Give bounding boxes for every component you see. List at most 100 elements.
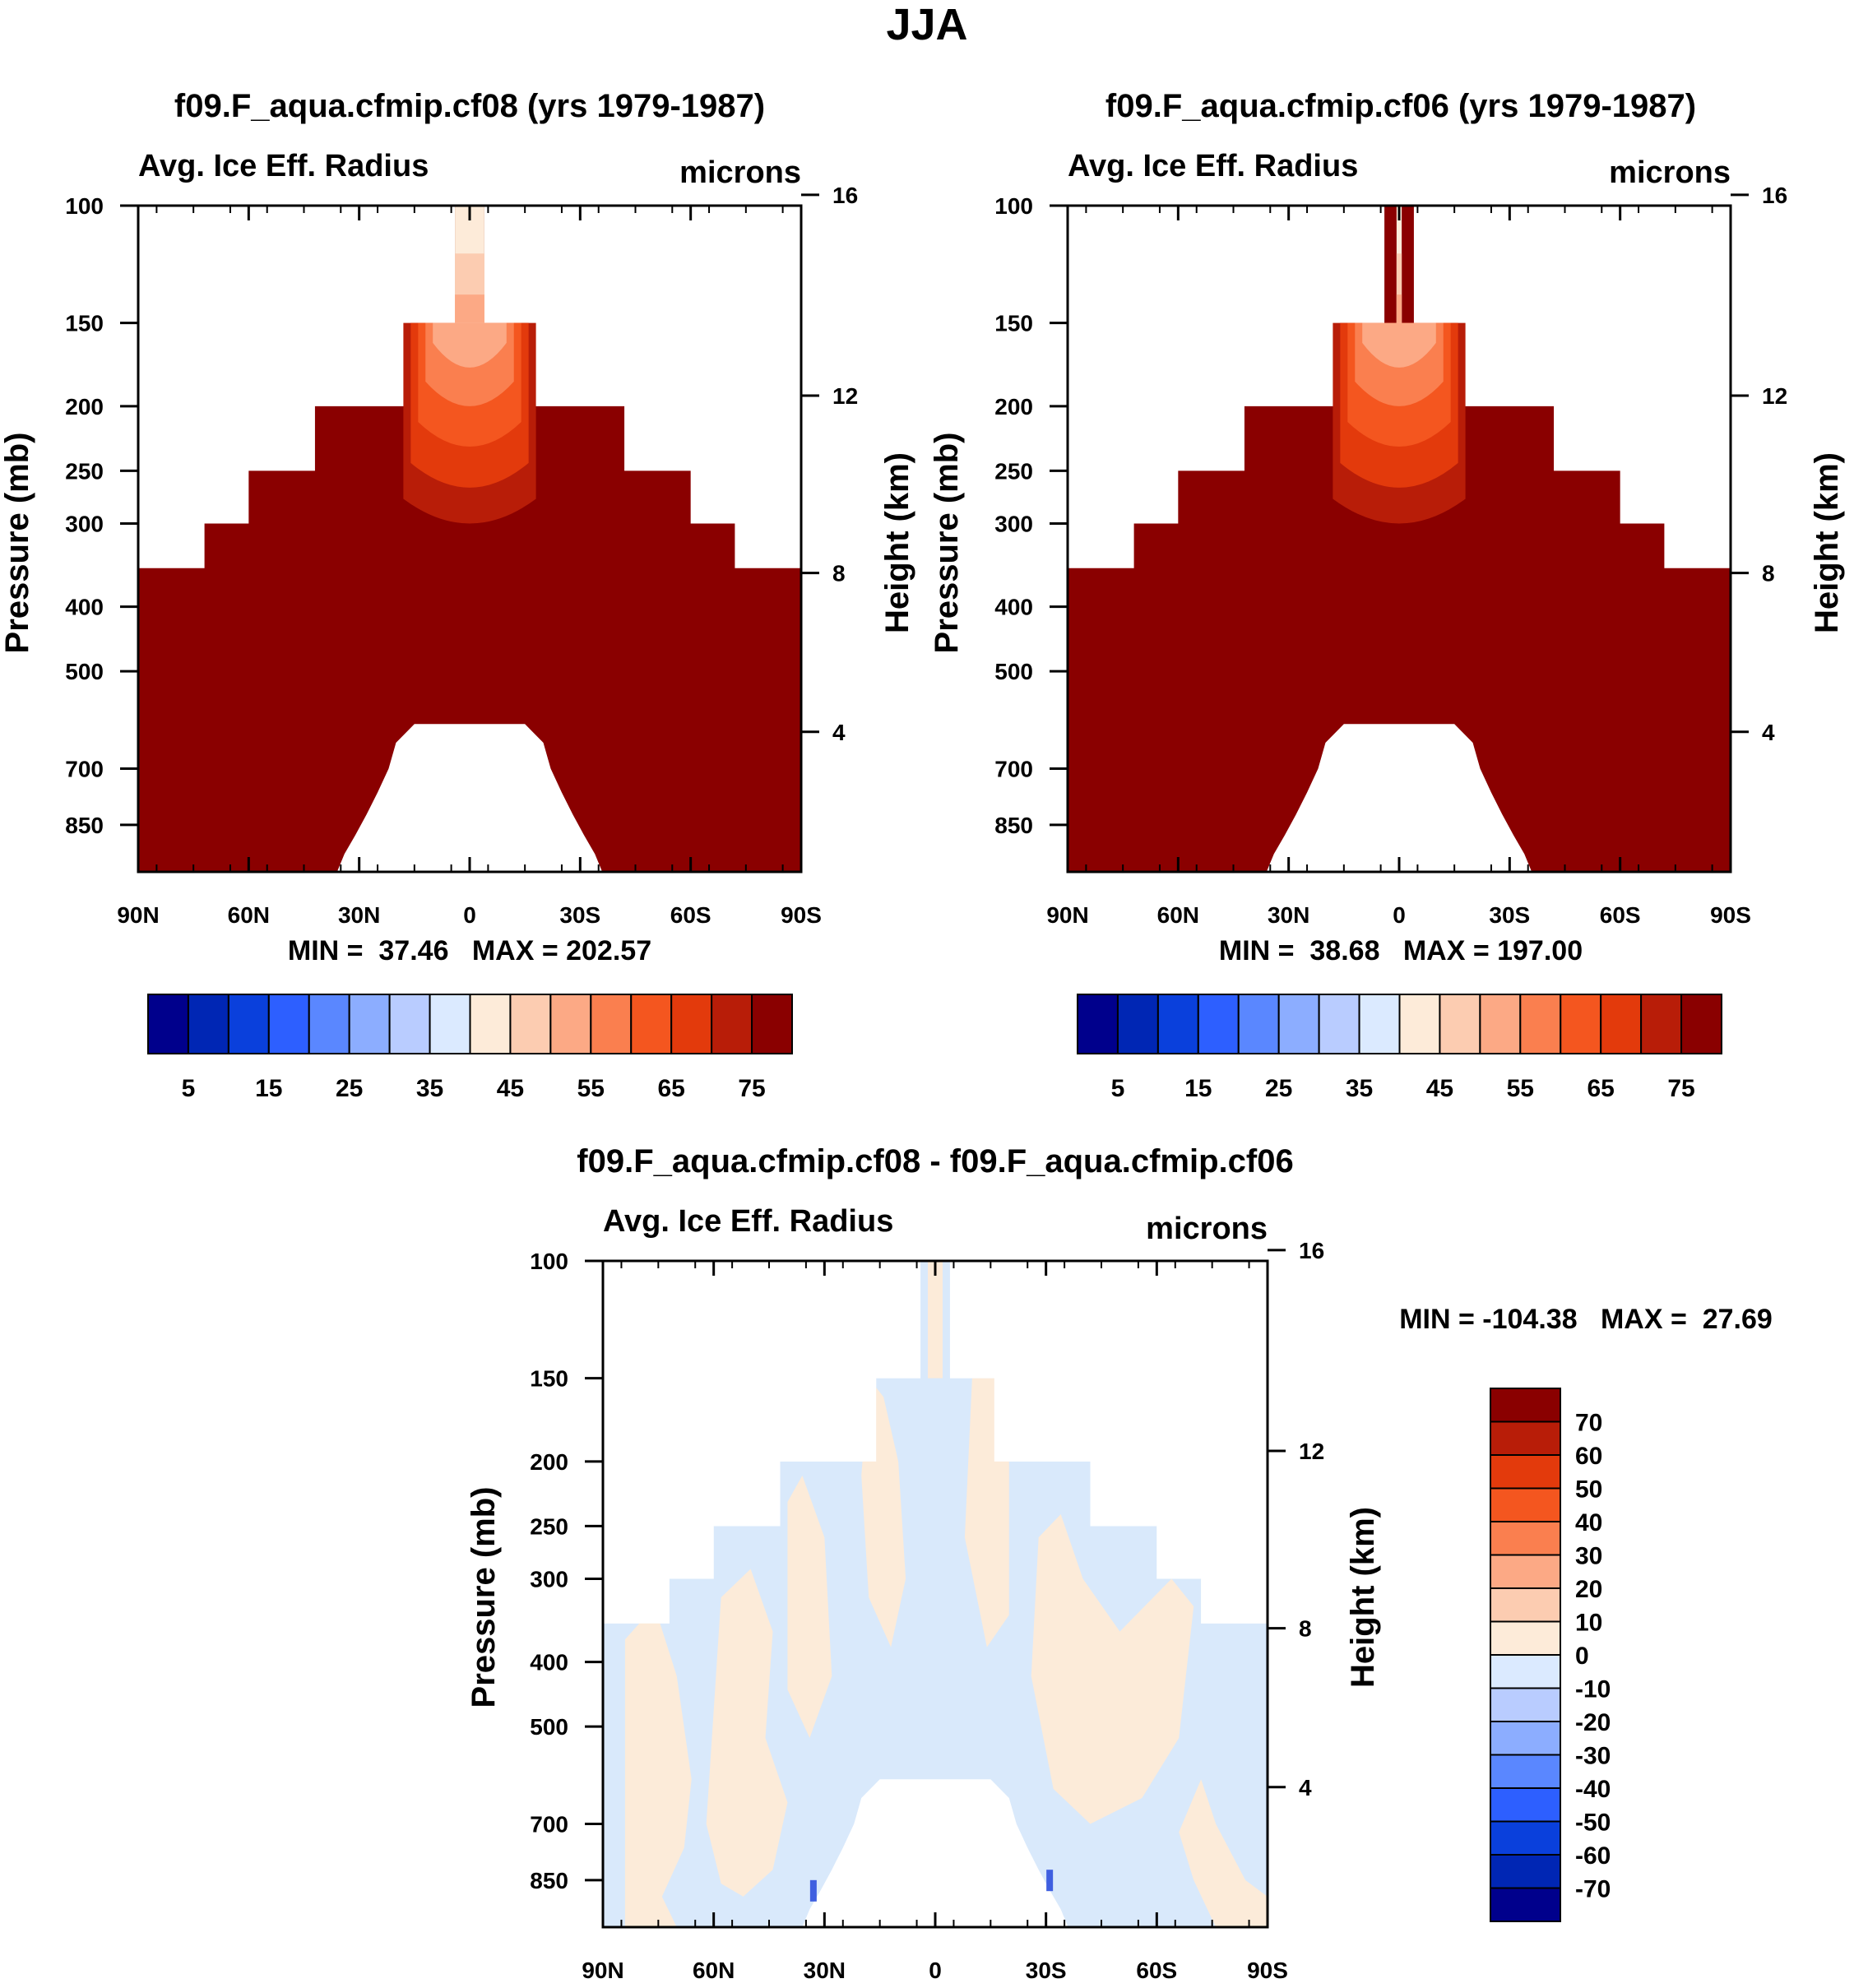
colorbar-label: 35 (1346, 1075, 1373, 1102)
colorbar-label: -40 (1575, 1776, 1611, 1803)
colorbar-swatch (630, 994, 673, 1054)
contour-band (1362, 322, 1436, 368)
y-tick-label: 300 (994, 511, 1033, 536)
x-tick-label: 0 (929, 1958, 942, 1983)
panel-cf06: f09.F_aqua.cfmip.cf06 (yrs 1979-1987) Av… (929, 88, 1845, 1102)
colorbar-swatch (187, 994, 229, 1054)
contour-field (603, 1261, 1268, 1927)
colorbar-label: 55 (1507, 1075, 1534, 1102)
missing-data-region (1266, 724, 1532, 872)
contour-region-positive (787, 1475, 832, 1738)
contour-region-positive (706, 1569, 788, 1897)
y2-tick-label: 12 (1762, 383, 1787, 409)
y-axis-title: Pressure (mb) (0, 433, 35, 654)
y-tick-label: 150 (530, 1366, 568, 1392)
units-label: microns (1609, 155, 1731, 190)
colorbar-swatch (1519, 994, 1562, 1054)
y-tick-label: 200 (994, 394, 1033, 419)
x-tick-label: 60S (1136, 1958, 1177, 1983)
y-tick-label: 150 (994, 311, 1033, 336)
colorbar-swatch (1116, 994, 1159, 1054)
y2-tick-label: 16 (1299, 1238, 1324, 1263)
colorbar: 5 15 25 35 45 55 65 75 (1077, 994, 1722, 1102)
colorbar: 5 15 25 35 45 55 65 75 (147, 994, 793, 1102)
colorbar-swatch (1318, 994, 1360, 1054)
colorbar-swatch (227, 994, 270, 1054)
colorbar-swatch (1197, 994, 1240, 1054)
y-tick-label: 200 (530, 1449, 568, 1475)
x-tick-label: 30N (804, 1958, 846, 1983)
y2-axis-title: Height (km) (879, 452, 915, 633)
contour-speck (1046, 1870, 1054, 1892)
x-tick-label: 30N (338, 902, 380, 928)
y-tick-label: 500 (65, 659, 104, 684)
colorbar-swatch (1490, 1820, 1561, 1856)
colorbar-swatch (429, 994, 471, 1054)
contour-region-positive (1179, 1779, 1268, 1927)
y-tick-label: 100 (994, 193, 1033, 219)
colorbar-swatch (1490, 1887, 1561, 1922)
x-tick-label: 90S (781, 902, 822, 928)
x-tick-label: 30N (1268, 902, 1309, 928)
colorbar: 70 60 50 40 30 20 10 0 -10 -20 -30 -40 -50 -60 -70 (1490, 1388, 1611, 1922)
units-label: microns (679, 155, 801, 190)
y-tick-label: 850 (65, 813, 104, 838)
colorbar-label: 20 (1575, 1576, 1602, 1603)
colorbar-swatch (1600, 994, 1643, 1054)
contour-region-positive (624, 1606, 692, 1927)
colorbar-label: 15 (1184, 1075, 1212, 1102)
colorbar-label: 30 (1575, 1543, 1602, 1570)
y-tick-label: 400 (530, 1650, 568, 1675)
min-max-stats: MIN = 37.46 MAX = 202.57 (288, 935, 651, 966)
x-tick-label: 30S (1026, 1958, 1067, 1983)
y2-tick-label: 4 (832, 720, 846, 745)
min-max-stats: MIN = 38.68 MAX = 197.00 (1219, 935, 1583, 966)
colorbar-label: -30 (1575, 1743, 1611, 1770)
colorbar-swatch (1560, 994, 1602, 1054)
x-tick-label: 90N (582, 1958, 623, 1983)
contour-region-high (138, 206, 801, 872)
contour-speck (809, 1879, 817, 1902)
colorbar-swatch (1490, 1721, 1561, 1756)
y2-tick-label: 8 (1762, 561, 1775, 586)
y-tick-label: 700 (530, 1812, 568, 1837)
y-tick-label: 250 (994, 458, 1033, 484)
variable-label: Avg. Ice Eff. Radius (1068, 149, 1358, 183)
colorbar-swatch (1490, 1854, 1561, 1889)
panel-cf08: f09.F_aqua.cfmip.cf08 (yrs 1979-1987) Av… (0, 88, 915, 1102)
missing-data-region (802, 1779, 1068, 1927)
y-tick-label: 500 (994, 659, 1033, 684)
colorbar-swatch (1490, 1687, 1561, 1722)
colorbar-label: 60 (1575, 1443, 1602, 1470)
y-tick-label: 500 (530, 1714, 568, 1740)
colorbar-label: 40 (1575, 1509, 1602, 1536)
colorbar-label: 5 (182, 1075, 196, 1102)
units-label: microns (1146, 1212, 1268, 1246)
colorbar-label: 75 (1667, 1075, 1694, 1102)
figure-title: JJA (886, 0, 967, 49)
colorbar-swatch (1156, 994, 1199, 1054)
panel-title: f09.F_aqua.cfmip.cf08 (yrs 1979-1987) (174, 88, 765, 124)
colorbar-swatch (549, 994, 592, 1054)
colorbar-label: 65 (658, 1075, 685, 1102)
contour-spike (455, 294, 484, 323)
contour-region-positive (1031, 1513, 1194, 1824)
contour-spike (1396, 294, 1402, 323)
x-tick-label: 0 (1393, 902, 1406, 928)
colorbar-swatch (267, 994, 310, 1054)
colorbar-swatch (1490, 1620, 1561, 1656)
x-tick-label: 90S (1247, 1958, 1288, 1983)
colorbar-label: 45 (1426, 1075, 1453, 1102)
x-tick-label: 60S (670, 902, 711, 928)
colorbar-label: 55 (577, 1075, 605, 1102)
colorbar-swatch (308, 994, 350, 1054)
colorbar-swatch (1398, 994, 1441, 1054)
colorbar-label: 70 (1575, 1410, 1602, 1437)
colorbar-label: -60 (1575, 1842, 1611, 1870)
y2-tick-label: 4 (1762, 720, 1775, 745)
colorbar-swatch (1490, 1521, 1561, 1556)
colorbar-swatch (147, 994, 189, 1054)
y-tick-label: 100 (530, 1249, 568, 1274)
y2-tick-label: 12 (1299, 1439, 1324, 1464)
y2-tick-label: 12 (832, 383, 858, 409)
